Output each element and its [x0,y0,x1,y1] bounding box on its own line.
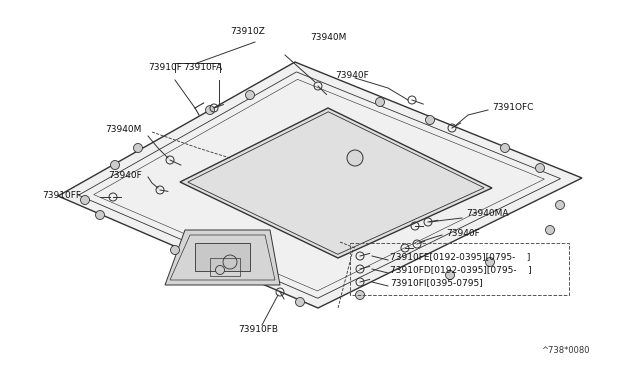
Circle shape [500,144,509,153]
Text: ^738*0080: ^738*0080 [541,346,590,355]
Circle shape [170,246,179,254]
Text: 73940F: 73940F [335,71,369,80]
Text: 73910FD[0192-0395][0795-    ]: 73910FD[0192-0395][0795- ] [390,266,532,275]
Circle shape [426,115,435,125]
Text: 73910FA: 73910FA [183,64,222,73]
Circle shape [556,201,564,209]
Polygon shape [58,62,582,308]
Circle shape [376,97,385,106]
Circle shape [296,298,305,307]
Text: 73940MA: 73940MA [466,209,509,218]
Circle shape [205,106,214,115]
Text: 7391OFC: 7391OFC [492,103,533,112]
Circle shape [95,211,104,219]
Circle shape [545,225,554,234]
Text: 73910FE[0192-0395][0795-    ]: 73910FE[0192-0395][0795- ] [390,253,531,262]
Circle shape [216,266,225,275]
Text: 73910FB: 73910FB [238,326,278,334]
Text: 73910FF: 73910FF [42,192,81,201]
Text: 73910F: 73910F [148,64,182,73]
Bar [195,243,250,271]
Polygon shape [165,230,280,285]
Text: 73910Z: 73910Z [230,28,265,36]
Text: 73940M: 73940M [310,33,346,42]
Circle shape [486,257,495,266]
Circle shape [134,144,143,153]
Circle shape [111,160,120,170]
Text: 73910FI[0395-0795]: 73910FI[0395-0795] [390,279,483,288]
Polygon shape [180,108,492,258]
Circle shape [246,90,255,99]
Circle shape [355,291,365,299]
Text: 73940M: 73940M [105,125,141,135]
Text: 73940F: 73940F [446,228,480,237]
Circle shape [81,196,90,205]
Circle shape [536,164,545,173]
Circle shape [347,150,363,166]
Bar [210,258,240,276]
Circle shape [445,270,454,279]
Text: 73940F: 73940F [108,170,141,180]
